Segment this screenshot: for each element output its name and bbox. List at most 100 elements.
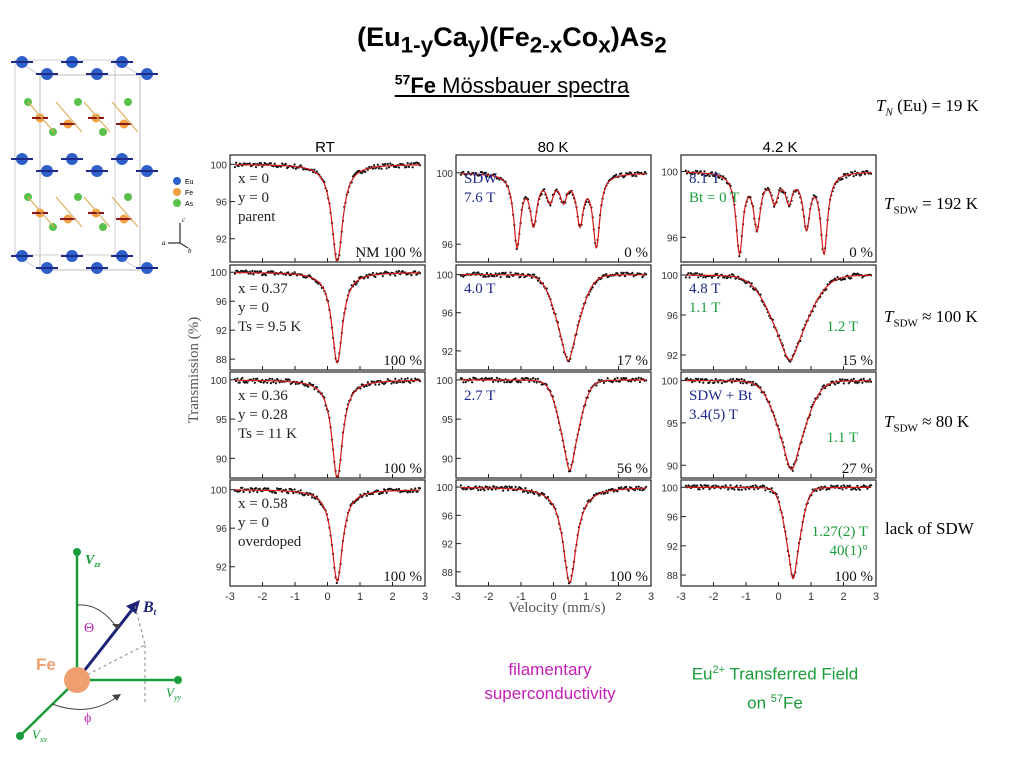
data-point bbox=[700, 378, 704, 381]
y-tick-label: 88 bbox=[442, 568, 454, 579]
data-point bbox=[299, 489, 302, 492]
tn-eu-label: TN (Eu) = 19 K bbox=[876, 96, 979, 119]
data-point bbox=[353, 280, 356, 283]
panel-percentage: 27 % bbox=[842, 461, 873, 477]
data-point bbox=[238, 381, 241, 384]
spectrum-panel: 100 96 SDW 7.6 T 0 % bbox=[436, 154, 652, 263]
data-point bbox=[293, 488, 296, 491]
x-tick-label: -3 bbox=[451, 591, 461, 603]
data-point bbox=[696, 170, 699, 173]
data-point bbox=[404, 378, 407, 381]
data-point bbox=[484, 275, 487, 278]
bond-line bbox=[55, 101, 83, 133]
data-point bbox=[480, 377, 484, 380]
data-point bbox=[720, 178, 724, 181]
data-point bbox=[533, 273, 536, 276]
spectrum-panel: 100 96 92 x = 0 y = 0 parent NM 100 % bbox=[210, 154, 426, 263]
data-point bbox=[365, 494, 368, 497]
data-point bbox=[252, 377, 255, 380]
data-point bbox=[397, 166, 401, 169]
data-point bbox=[405, 165, 408, 169]
y-tick-label: 100 bbox=[210, 268, 227, 279]
data-point bbox=[635, 485, 638, 488]
data-point bbox=[252, 273, 255, 276]
data-point bbox=[519, 381, 522, 384]
data-point bbox=[842, 484, 845, 487]
data-point bbox=[500, 486, 503, 489]
data-point bbox=[371, 271, 374, 275]
data-point bbox=[248, 162, 251, 165]
data-point bbox=[459, 484, 462, 487]
data-point bbox=[739, 484, 742, 487]
data-point bbox=[861, 276, 864, 279]
as-atom bbox=[124, 193, 132, 201]
data-point bbox=[272, 381, 275, 384]
data-point bbox=[492, 380, 495, 383]
data-point bbox=[259, 380, 263, 384]
data-point bbox=[256, 270, 259, 273]
row3-tsdw-label: TSDW ≈ 80 K bbox=[884, 412, 970, 435]
data-point bbox=[712, 484, 715, 487]
data-point bbox=[684, 276, 688, 279]
data-point bbox=[697, 377, 700, 380]
y-tick-label: 96 bbox=[216, 198, 228, 209]
data-point bbox=[395, 165, 398, 168]
panel-annotation: 1.27(2) T bbox=[812, 524, 868, 540]
data-point bbox=[411, 490, 414, 494]
data-point bbox=[740, 378, 743, 381]
data-point bbox=[740, 488, 743, 491]
data-point bbox=[851, 171, 854, 174]
as-atom bbox=[49, 223, 57, 231]
data-point bbox=[390, 382, 393, 385]
data-point bbox=[409, 490, 412, 493]
data-point bbox=[789, 360, 792, 363]
data-point bbox=[727, 488, 730, 491]
x-tick-label: -1 bbox=[290, 591, 300, 603]
data-point bbox=[729, 378, 732, 381]
data-point bbox=[261, 165, 264, 168]
vyy-label: Vyy bbox=[166, 685, 182, 702]
data-point bbox=[856, 484, 859, 487]
data-point bbox=[620, 486, 623, 489]
data-point bbox=[627, 489, 630, 492]
data-point bbox=[474, 485, 477, 488]
data-point bbox=[702, 381, 705, 384]
crystal-structure-image bbox=[11, 56, 158, 274]
data-point bbox=[233, 272, 236, 275]
data-point bbox=[825, 288, 828, 291]
as-atom bbox=[99, 223, 107, 231]
x-tick-label: 2 bbox=[840, 591, 846, 603]
data-point bbox=[251, 269, 254, 273]
data-point bbox=[503, 381, 506, 384]
panel-annotation: 2.7 T bbox=[464, 388, 495, 404]
data-point bbox=[514, 485, 517, 488]
data-point bbox=[374, 383, 377, 386]
bond-line bbox=[27, 196, 55, 228]
crystal-legend: Eu Fe As c a b bbox=[162, 177, 194, 255]
data-point bbox=[708, 381, 711, 384]
data-point bbox=[841, 378, 844, 381]
transferred-field-note: Eu2+ Transferred Field on 57Fe bbox=[691, 664, 859, 713]
x-tick-label: 1 bbox=[808, 591, 814, 603]
y-tick-label: 96 bbox=[216, 524, 228, 535]
data-point bbox=[703, 170, 706, 173]
x-tick-label: 2 bbox=[389, 591, 395, 603]
data-point bbox=[292, 492, 295, 495]
data-point bbox=[684, 484, 688, 487]
data-point bbox=[394, 377, 397, 380]
panel-annotation: Ts = 9.5 K bbox=[238, 319, 301, 335]
data-point bbox=[693, 172, 696, 176]
mossbauer-spectra-chart: RT 80 K 4.2 K Velocity (mm/s) Transmissi… bbox=[186, 139, 879, 616]
field-angle-diagram: Fe Vzz Vyy Vxx Bt Θ ϕ bbox=[16, 548, 182, 744]
data-point bbox=[645, 485, 648, 488]
bond-line bbox=[83, 196, 111, 228]
y-tick-label: 95 bbox=[667, 419, 679, 430]
filamentary-note: filamentary superconductivity bbox=[484, 660, 616, 703]
x-tick-label: -2 bbox=[709, 591, 719, 603]
y-tick-label: 92 bbox=[216, 326, 228, 337]
axis-c: c bbox=[182, 216, 186, 224]
x-tick-label: 0 bbox=[775, 591, 781, 603]
data-point bbox=[490, 488, 494, 491]
spectrum-panel: 100 95 90 2.7 T 56 % bbox=[436, 371, 652, 479]
data-point bbox=[479, 488, 482, 491]
